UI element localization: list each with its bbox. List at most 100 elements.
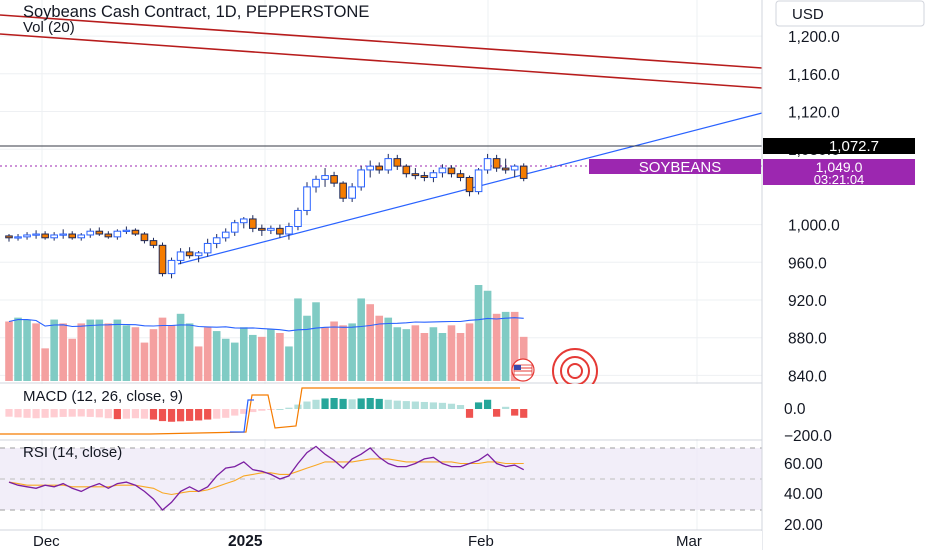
- macd-indicator-label[interactable]: MACD (12, 26, close, 9): [23, 388, 183, 405]
- red-channel-upper-line[interactable]: [0, 14, 763, 69]
- macd-line: [230, 399, 254, 433]
- macd-bar: [113, 409, 121, 420]
- candle-body: [276, 227, 284, 235]
- volume-bar: [5, 321, 13, 381]
- currency-label: USD: [792, 6, 824, 23]
- vertical-gridlines: [41, 0, 698, 530]
- candlesticks: [5, 153, 528, 279]
- candle-body: [510, 165, 519, 171]
- macd-bar: [167, 409, 176, 422]
- volume-bar: [384, 317, 393, 381]
- time-axis-background[interactable]: [0, 531, 762, 550]
- volume-bar: [230, 342, 239, 381]
- candle-body: [285, 225, 293, 235]
- red-channel-lower-line[interactable]: [0, 33, 763, 89]
- candle-body: [68, 233, 77, 239]
- volume-indicator-label[interactable]: Vol (20): [23, 19, 75, 36]
- macd-bar: [420, 401, 428, 409]
- volume-bar: [104, 323, 113, 381]
- macd-bar: [95, 409, 103, 418]
- macd-bar: [402, 401, 410, 409]
- candle-body: [438, 167, 447, 174]
- candle-body: [50, 234, 58, 239]
- volume-bar: [140, 342, 149, 381]
- macd-bar: [186, 409, 194, 421]
- macd-histogram: [5, 398, 528, 422]
- macd-bar: [14, 409, 22, 418]
- volume-bar: [393, 327, 402, 381]
- candle-body: [176, 251, 185, 261]
- macd-bar: [158, 409, 167, 422]
- volume-bar: [122, 325, 131, 381]
- macd-tick-0: 0.0: [784, 401, 806, 418]
- macd-bar: [276, 409, 284, 410]
- macd-bar: [303, 401, 311, 409]
- macd-bar: [258, 409, 266, 411]
- volume-bar: [86, 319, 95, 381]
- volume-bar: [249, 334, 257, 381]
- candle-body: [303, 186, 311, 211]
- macd-bar: [204, 409, 212, 420]
- macd-bar: [511, 409, 519, 416]
- price-tick-label: 1,000.0: [788, 218, 840, 235]
- macd-bar: [493, 409, 501, 417]
- volume-bar: [339, 325, 347, 381]
- candle-body: [239, 218, 248, 224]
- macd-bar: [321, 398, 329, 409]
- symbol-tag[interactable]: [589, 159, 761, 174]
- candle-body: [23, 234, 31, 238]
- candle-body: [375, 165, 384, 171]
- candle-body: [420, 175, 429, 178]
- macd-bar: [140, 409, 149, 419]
- volume-bar: [203, 327, 212, 381]
- candle-body: [402, 165, 411, 175]
- volume-bar: [50, 319, 58, 381]
- candle-body: [194, 252, 203, 257]
- candle-body: [158, 244, 167, 275]
- macd-bar: [231, 409, 239, 416]
- volume-bar: [375, 315, 384, 381]
- price-tick-label: 1,160.0: [788, 67, 840, 84]
- candle-body: [258, 227, 266, 231]
- macd-bar: [366, 398, 374, 409]
- last-price-box: [763, 138, 915, 154]
- time-label-dec: Dec: [33, 533, 60, 550]
- volume-bar: [267, 329, 275, 381]
- current-price-box: [763, 159, 915, 185]
- volume-bar: [321, 327, 329, 381]
- us-flag-event-icon[interactable]: [511, 358, 535, 382]
- candle-body: [167, 259, 176, 275]
- candle-body: [212, 237, 221, 244]
- macd-bar: [249, 409, 257, 413]
- macd-bar: [375, 398, 383, 409]
- macd-bar: [348, 399, 356, 409]
- volume-bar: [402, 329, 411, 381]
- macd-bar: [77, 409, 85, 417]
- macd-bar: [330, 398, 338, 409]
- volume-bar: [41, 348, 49, 381]
- candle-body: [267, 227, 275, 231]
- volume-bar: [185, 323, 194, 381]
- macd-bar: [520, 409, 528, 418]
- macd-bar: [312, 399, 320, 409]
- macd-bar: [240, 409, 248, 414]
- macd-bar: [294, 404, 302, 409]
- macd-bar: [149, 409, 158, 420]
- symbol-tag-label: SOYBEANS: [639, 159, 722, 176]
- macd-bar: [86, 409, 94, 417]
- rsi-indicator-label[interactable]: RSI (14, close): [23, 444, 122, 461]
- currency-button[interactable]: [775, 0, 925, 27]
- candle-body: [230, 222, 239, 233]
- candle-body: [366, 165, 374, 171]
- current-price-label: 1,049.0: [816, 159, 863, 175]
- price-tick-label: 960.0: [788, 255, 827, 272]
- volume-ma-line: [8, 317, 524, 332]
- volume-bar: [194, 346, 203, 381]
- chart-title[interactable]: Soybeans Cash Contract, 1D, PEPPERSTONE: [23, 3, 369, 21]
- volume-bar: [411, 325, 420, 381]
- price-tick-label: 1,120.0: [788, 105, 840, 122]
- rsi-line: [8, 445, 525, 511]
- candle-body: [339, 182, 347, 199]
- price-axis-background[interactable]: [763, 0, 932, 550]
